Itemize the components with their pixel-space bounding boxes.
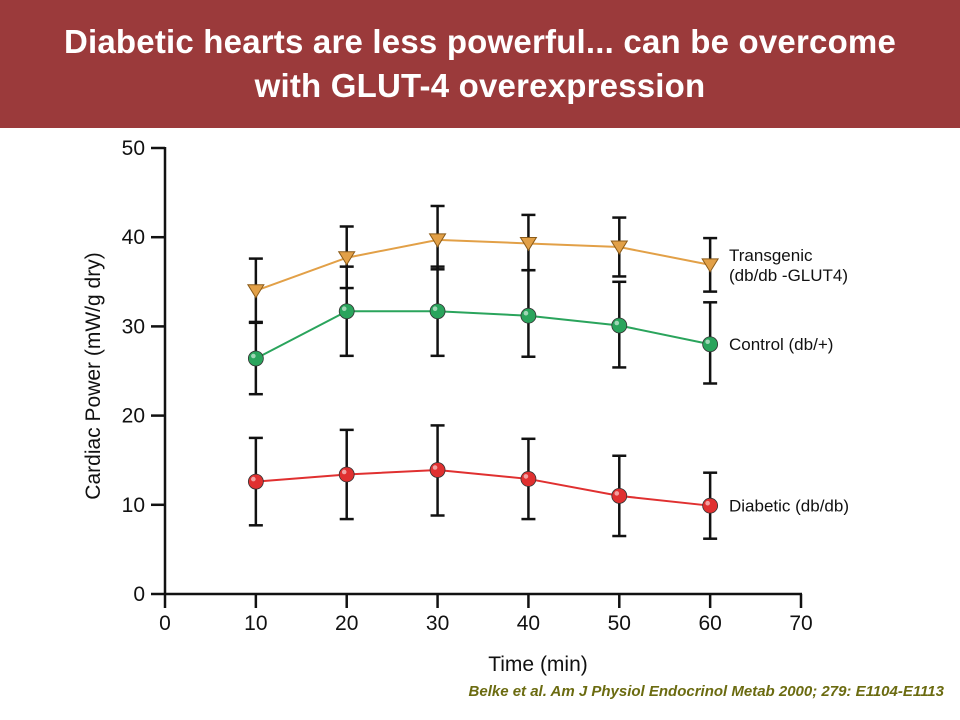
control-point-highlight	[432, 306, 438, 312]
slide-title-line-2: with GLUT-4 overexpression	[254, 67, 706, 104]
y-tick-label: 40	[122, 226, 145, 249]
control-point-highlight	[705, 339, 710, 345]
diabetic-point-highlight	[523, 474, 529, 479]
y-tick-label: 20	[122, 405, 145, 428]
x-tick-label: 50	[608, 612, 631, 635]
diabetic-series-line	[255, 469, 711, 507]
slide-title-line-1: Diabetic hearts are less powerful... can…	[63, 23, 897, 60]
cardiac-power-chart: 0 10 20 30 40 50 0 10 20 30 40 50 60 70 Time (min) Card…	[82, 137, 849, 676]
transgenic-point	[428, 233, 447, 248]
diabetic-point	[702, 497, 719, 514]
diabetic-point	[338, 466, 355, 483]
diabetic-point-highlight	[251, 476, 256, 482]
transgenic-point	[337, 251, 356, 266]
y-tick-label: 0	[133, 583, 145, 606]
x-tick-label: 0	[159, 612, 171, 635]
control-point	[429, 303, 446, 320]
control-series-label: Control (db/+)	[729, 335, 833, 354]
transgenic-point	[701, 258, 720, 273]
x-tick-label: 70	[789, 612, 812, 635]
x-axis-title: Time (min)	[488, 653, 588, 676]
x-tick-label: 60	[698, 612, 721, 635]
y-tick-label: 10	[122, 494, 145, 517]
control-series-line	[255, 310, 711, 360]
diabetic-point-highlight	[614, 491, 620, 496]
diabetic-point-highlight	[432, 465, 438, 470]
diabetic-point	[520, 471, 537, 487]
control-point	[520, 307, 537, 324]
x-tick-label: 40	[517, 612, 540, 635]
x-tick-label: 10	[244, 612, 267, 635]
transgenic-series-label: Transgenic	[729, 246, 813, 265]
y-tick-label: 30	[122, 315, 145, 338]
diabetic-point	[611, 487, 628, 504]
transgenic-point	[519, 236, 538, 252]
control-point-highlight	[614, 320, 620, 326]
transgenic-series-label: (db/db -GLUT4)	[729, 266, 848, 285]
control-point-highlight	[341, 306, 347, 312]
control-point-highlight	[523, 310, 529, 316]
diabetic-point-highlight	[341, 469, 347, 475]
title-banner: Diabetic hearts are less powerful... can…	[0, 0, 960, 128]
diabetic-point	[247, 473, 264, 490]
control-point	[247, 350, 264, 367]
y-tick-label: 50	[122, 137, 145, 160]
y-axis-title: Cardiac Power (mW/g dry)	[82, 252, 105, 499]
control-point	[611, 317, 628, 334]
transgenic-series-line	[255, 238, 711, 292]
transgenic-point	[610, 240, 629, 255]
transgenic-point	[246, 284, 265, 299]
x-tick-label: 20	[335, 612, 358, 635]
control-point-highlight	[251, 353, 256, 359]
citation: Belke et al. Am J Physiol Endocrinol Met…	[468, 683, 944, 700]
diabetic-point	[429, 462, 446, 478]
control-point	[338, 303, 355, 320]
diabetic-series-label: Diabetic (db/db)	[729, 497, 849, 516]
diabetic-point-highlight	[705, 500, 710, 506]
x-tick-label: 30	[426, 612, 449, 635]
control-point	[702, 336, 719, 353]
